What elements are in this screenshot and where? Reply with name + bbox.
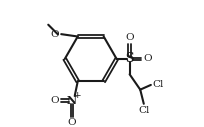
Text: O: O (125, 33, 133, 42)
Text: O: O (51, 30, 59, 39)
Text: O: O (51, 96, 59, 105)
Text: +: + (73, 91, 81, 100)
Text: O: O (142, 54, 151, 64)
Text: N: N (67, 95, 76, 106)
Text: Cl: Cl (152, 80, 163, 89)
Text: O: O (67, 118, 76, 127)
Text: Cl: Cl (137, 106, 149, 115)
Text: S: S (125, 52, 133, 66)
